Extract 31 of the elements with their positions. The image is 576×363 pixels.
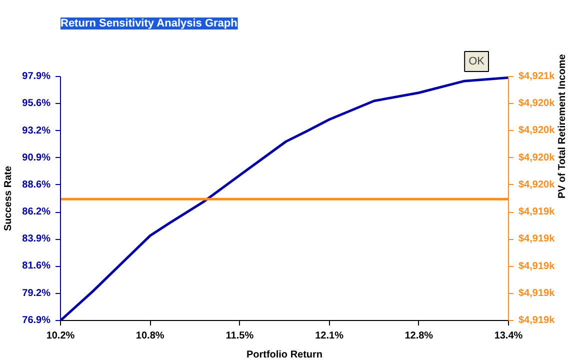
y-tick-label: 83.9%	[22, 234, 51, 245]
y-axis-title: Success Rate	[3, 166, 14, 232]
y2-tick-label: $4,920k	[518, 98, 556, 110]
y-tick-label: 93.2%	[22, 125, 51, 136]
y-tick-label: 86.2%	[22, 206, 51, 218]
y-tick-label: 97.9%	[22, 71, 51, 82]
y2-axis-title: PV of Total Retirement Income	[557, 54, 568, 198]
y-tick-label: 81.6%	[22, 260, 51, 272]
y-tick-label: 76.9%	[22, 315, 51, 326]
x-tick-label: 10.2%	[46, 330, 75, 342]
x-tick-label: 13.4%	[494, 330, 523, 342]
x-tick-label: 11.5%	[226, 330, 254, 342]
y2-tick-label: $4,919k	[518, 288, 556, 299]
y2-tick-label: $4,921k	[518, 71, 556, 82]
x-axis-title: Portfolio Return	[246, 350, 323, 360]
y-tick-label: 95.6%	[22, 98, 51, 110]
y2-tick-label: $4,920k	[518, 125, 556, 136]
y-tick-label: 90.9%	[22, 152, 51, 164]
y2-tick-label: $4,920k	[518, 152, 556, 164]
y-tick-label: 88.6%	[22, 179, 51, 190]
chart-title: Return Sensitivity Analysis Graph	[60, 18, 238, 30]
text: OK	[468, 56, 486, 68]
y2-tick-label: $4,919k	[518, 315, 556, 326]
y-tick-label: 79.2%	[22, 288, 51, 299]
x-tick-label: 12.1%	[315, 330, 344, 342]
y2-tick-label: $4,919k	[518, 260, 556, 272]
y2-tick-label: $4,920k	[518, 179, 556, 190]
y2-tick-label: $4,919k	[518, 234, 556, 245]
x-tick-label: 10.8%	[136, 330, 164, 342]
y2-tick-label: $4,919k	[518, 206, 556, 218]
x-tick-label: 12.8%	[404, 330, 434, 342]
